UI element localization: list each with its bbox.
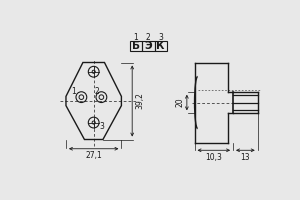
Text: 1: 1 [134, 33, 138, 42]
Text: 20: 20 [176, 98, 184, 107]
Text: 27,1: 27,1 [85, 151, 102, 160]
Text: Э: Э [145, 41, 152, 51]
Bar [154, 41, 167, 51]
Text: 3: 3 [158, 33, 163, 42]
Text: 39,2: 39,2 [135, 93, 144, 109]
Text: К: К [156, 41, 165, 51]
Text: 13: 13 [241, 153, 250, 162]
Text: 3: 3 [99, 122, 104, 131]
Text: 1: 1 [71, 87, 76, 96]
Text: Б: Б [132, 41, 140, 51]
Bar [142, 41, 154, 51]
Text: 10,3: 10,3 [206, 153, 222, 162]
Bar [130, 41, 142, 51]
Text: 2: 2 [146, 33, 151, 42]
Text: 2: 2 [94, 87, 99, 96]
